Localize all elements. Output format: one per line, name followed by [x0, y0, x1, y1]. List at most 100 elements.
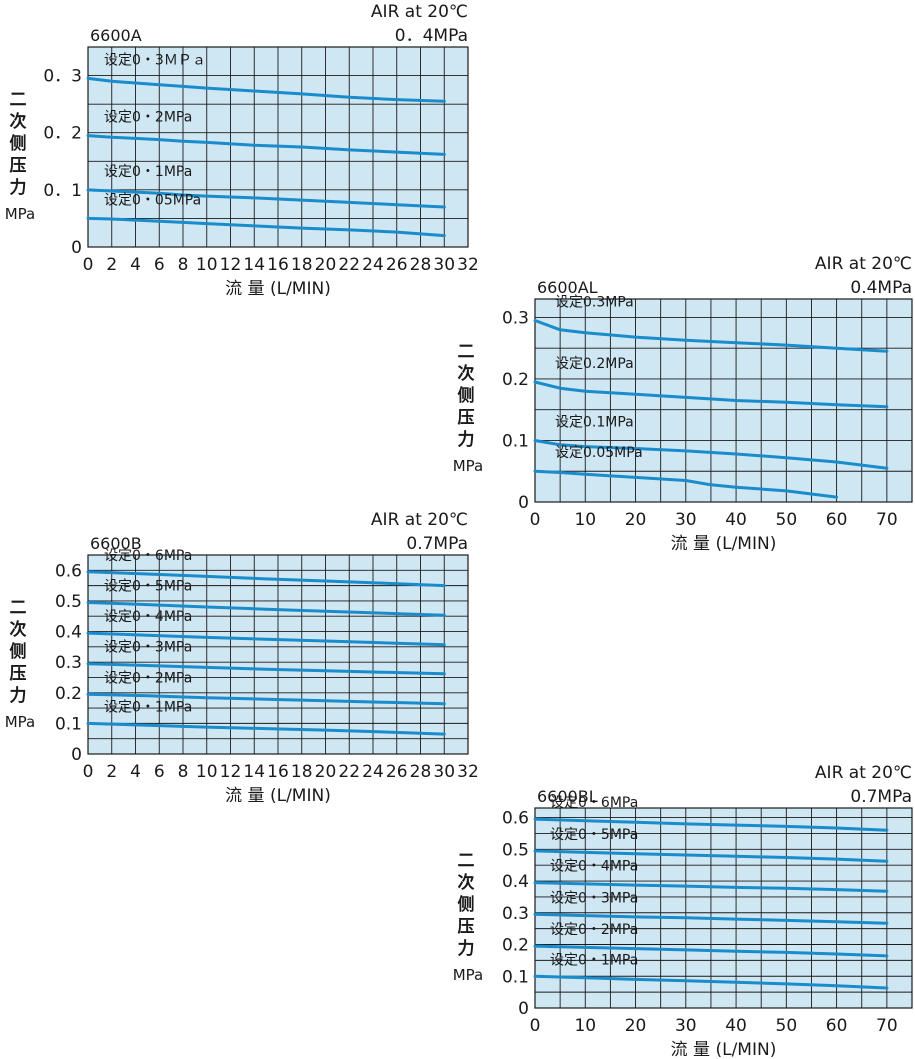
y-axis-label: 压 — [458, 408, 475, 428]
series-label: 设定0・05MPa — [104, 192, 201, 208]
y-axis-label: 压 — [10, 664, 27, 684]
x-tick-label: 0 — [530, 510, 541, 530]
x-tick-label: 32 — [457, 255, 479, 275]
y-tick-label: 0.3 — [502, 308, 529, 328]
x-tick-label: 14 — [243, 255, 265, 275]
x-tick-label: 28 — [410, 762, 432, 782]
x-axis-label: 流 量 (L/MIN) — [225, 279, 331, 299]
x-tick-label: 22 — [338, 762, 360, 782]
y-tick-label: 0.5 — [502, 840, 529, 860]
x-tick-label: 12 — [220, 762, 242, 782]
y-axis-label: MPa — [5, 713, 36, 731]
y-tick-label: 0.2 — [502, 936, 529, 956]
y-axis-label: MPa — [453, 966, 484, 984]
series-label: 设定0・5MPa — [104, 578, 192, 594]
y-axis-label: 次 — [10, 111, 27, 132]
x-axis-label: 流 量 (L/MIN) — [671, 534, 777, 554]
chart-6600B: 0 2 4 6 8 10 12 14 16 18 20 22 24 26 28 30 3200.10.20.30… — [5, 510, 479, 806]
y-axis-label: 二 — [10, 598, 27, 618]
x-tick-label: 30 — [433, 762, 455, 782]
series-label: 设定0・6MPa — [550, 795, 638, 811]
x-tick-label: 26 — [386, 762, 408, 782]
x-tick-label: 60 — [826, 510, 848, 530]
x-tick-label: 50 — [776, 510, 798, 530]
y-axis-label: MPa — [5, 205, 36, 223]
y-tick-label: 0 — [518, 999, 529, 1019]
y-tick-label: 0.6 — [502, 809, 529, 829]
x-tick-label: 28 — [410, 255, 432, 275]
x-tick-label: 40 — [725, 510, 747, 530]
x-tick-label: 10 — [196, 762, 218, 782]
model-label: 6600B — [90, 534, 142, 553]
x-tick-label: 22 — [338, 255, 360, 275]
y-axis-label: 力 — [458, 938, 475, 959]
series-line — [86, 570, 446, 588]
series-line — [533, 912, 889, 925]
y-axis-label: 侧 — [10, 641, 27, 662]
plot-area — [534, 807, 913, 1009]
series-label: 设定0・4MPa — [550, 859, 638, 875]
x-tick-label: 16 — [267, 762, 289, 782]
y-axis-label: 侧 — [458, 894, 475, 915]
y-tick-label: 0.2 — [55, 684, 82, 704]
x-tick-label: 24 — [362, 255, 384, 275]
supply-pressure-label: 0.4MPa — [850, 278, 912, 298]
condition-label: AIR at 20℃ — [371, 510, 468, 530]
y-tick-label: 0.4 — [55, 623, 82, 643]
series-label: 设定0・2MPa — [104, 670, 192, 686]
y-axis-label: 侧 — [10, 133, 27, 154]
x-tick-label: 30 — [675, 510, 697, 530]
x-tick-label: 6 — [154, 762, 165, 782]
model-label: 6600BL — [537, 787, 598, 806]
x-tick-label: 20 — [315, 762, 337, 782]
y-tick-label: 0.3 — [502, 904, 529, 924]
y-tick-label: 0.6 — [55, 561, 82, 581]
x-tick-label: 70 — [876, 510, 898, 530]
series-label: 设定0・1MPa — [550, 952, 638, 968]
x-tick-label: 26 — [386, 255, 408, 275]
x-tick-label: 18 — [291, 762, 313, 782]
x-tick-label: 0 — [83, 255, 94, 275]
condition-label: AIR at 20℃ — [815, 763, 912, 783]
y-tick-label: 0.1 — [502, 967, 529, 987]
x-tick-label: 0 — [83, 762, 94, 782]
chart-6600A: 0 2 4 6 8 10 12 14 16 18 20 22 24 26 28 30 3200．10．20．3二… — [5, 2, 479, 299]
series-line — [533, 944, 889, 958]
x-tick-label: 10 — [196, 255, 218, 275]
series-line — [533, 380, 889, 409]
series-line — [533, 974, 889, 990]
y-axis-label: 次 — [458, 363, 475, 384]
y-axis-label: 力 — [10, 177, 27, 198]
x-tick-label: 50 — [776, 1016, 798, 1036]
series-line — [86, 692, 446, 706]
x-tick-label: 40 — [725, 1016, 747, 1036]
series-label: 设定0・6MPa — [104, 548, 192, 564]
y-tick-label: 0 — [71, 238, 82, 258]
x-tick-label: 60 — [826, 1016, 848, 1036]
y-axis-label: 压 — [10, 156, 27, 176]
series-label: 设定0.1MPa — [555, 414, 634, 430]
y-tick-label: 0．2 — [43, 124, 82, 144]
y-tick-label: 0.2 — [502, 370, 529, 390]
y-axis-label: 次 — [10, 619, 27, 640]
x-axis-label: 流 量 (L/MIN) — [671, 1040, 777, 1059]
y-tick-label: 0.5 — [55, 592, 82, 612]
model-label: 6600A — [90, 26, 142, 45]
x-tick-label: 4 — [130, 762, 141, 782]
x-tick-label: 2 — [106, 762, 117, 782]
x-tick-label: 18 — [291, 255, 313, 275]
x-tick-label: 6 — [154, 255, 165, 275]
x-tick-label: 12 — [220, 255, 242, 275]
x-tick-label: 32 — [457, 762, 479, 782]
series-line — [533, 817, 889, 832]
x-tick-label: 4 — [130, 255, 141, 275]
supply-pressure-label: 0.7MPa — [850, 787, 912, 807]
series-line — [533, 439, 889, 470]
y-tick-label: 0.1 — [55, 714, 82, 734]
y-axis-label: 次 — [458, 872, 475, 893]
series-label: 设定0・4MPa — [104, 609, 192, 625]
series-label: 设定0.2MPa — [555, 356, 634, 372]
x-tick-label: 2 — [106, 255, 117, 275]
series-line — [86, 721, 446, 736]
